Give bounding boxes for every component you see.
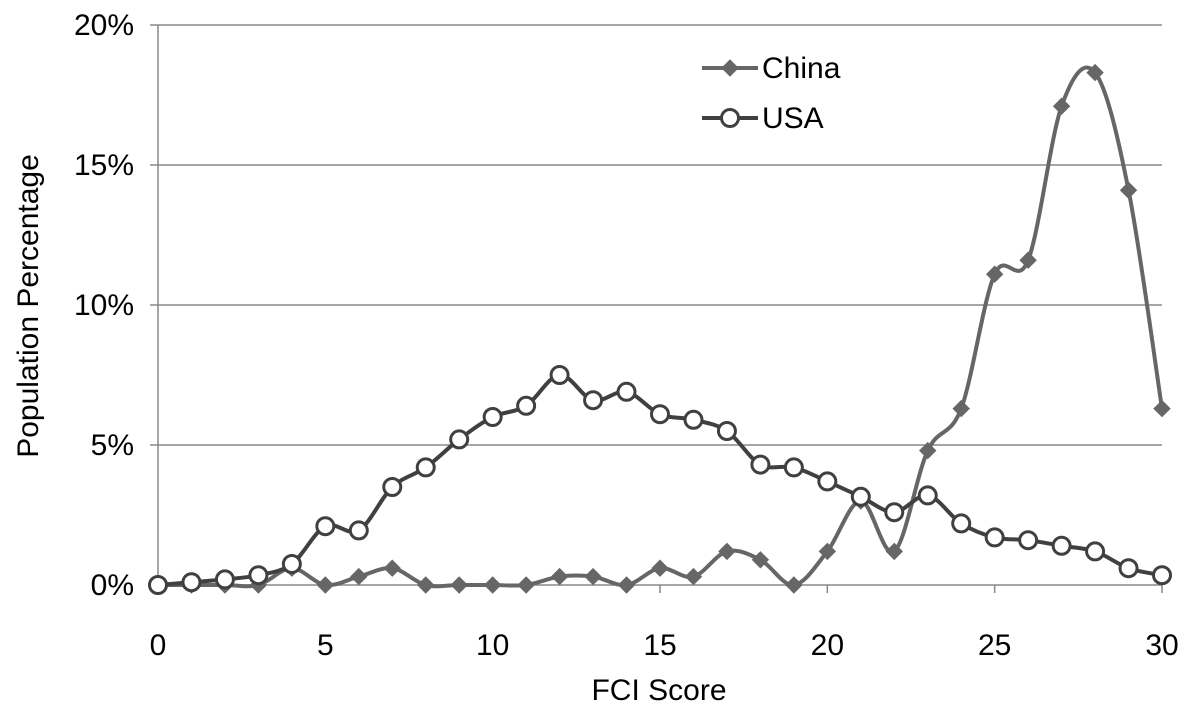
gridlines [158, 24, 1162, 446]
x-tick-label: 30 [1145, 629, 1178, 662]
data-point-usa [583, 390, 604, 411]
series-usa [148, 365, 1172, 595]
data-point-usa [281, 554, 302, 574]
data-point-usa [716, 421, 737, 441]
data-point-china [751, 551, 770, 569]
x-axis-title: FCI Score [591, 674, 726, 707]
data-point-china [383, 559, 401, 577]
data-point-usa [984, 527, 1005, 548]
legend-marker-usa [720, 108, 740, 128]
data-point-china [417, 576, 435, 594]
data-point-usa [783, 457, 804, 478]
data-point-china [684, 567, 703, 586]
data-point-china [952, 399, 970, 418]
data-point-china [316, 576, 335, 594]
data-point-usa [382, 477, 403, 497]
y-axis-title: Population Percentage [12, 154, 45, 458]
data-point-usa [951, 513, 972, 534]
data-point-usa [415, 457, 436, 478]
legend-label-usa: USA [762, 102, 824, 135]
data-point-china [550, 567, 569, 586]
data-point-china [617, 576, 636, 594]
data-point-usa [1085, 541, 1106, 562]
data-point-china [1153, 399, 1171, 418]
data-point-china [450, 576, 468, 594]
data-point-usa [214, 569, 235, 590]
y-tick-label: 20% [74, 9, 134, 42]
data-point-usa [1018, 530, 1039, 551]
data-point-china [1019, 251, 1037, 269]
data-point-usa [549, 365, 570, 385]
data-point-china [1086, 63, 1104, 82]
data-point-china [985, 265, 1004, 283]
data-point-usa [750, 454, 771, 475]
data-point-usa [516, 395, 537, 416]
data-point-usa [482, 407, 503, 427]
legend-entry-usa: USA [702, 102, 824, 135]
data-point-china [818, 542, 837, 561]
series-line-china [158, 65, 1164, 589]
data-point-usa [683, 409, 704, 430]
data-point-china [1119, 181, 1138, 199]
data-point-china [785, 576, 803, 594]
x-tick-label: 0 [150, 629, 167, 662]
tick-labels: 0% 5% 10% 15% 20% 0 5 10 15 20 25 30 [74, 9, 1179, 662]
data-point-china [350, 567, 368, 586]
x-tick-label: 5 [317, 629, 334, 662]
data-point-china [483, 576, 502, 594]
legend-label-china: China [762, 52, 841, 85]
data-point-china [517, 576, 535, 594]
series-layer [148, 63, 1172, 595]
data-point-usa [1118, 558, 1139, 579]
data-point-usa [1051, 535, 1072, 556]
y-tick-label: 5% [91, 429, 134, 462]
data-point-usa [1152, 565, 1172, 586]
data-point-china [1052, 97, 1071, 115]
legend-marker-china [721, 59, 739, 77]
data-point-usa [884, 502, 905, 523]
data-point-usa [850, 486, 871, 507]
x-tick-label: 20 [811, 629, 844, 662]
x-tick-label: 15 [643, 629, 676, 662]
data-point-china [651, 559, 669, 577]
data-point-usa [148, 575, 168, 595]
data-point-china [919, 441, 937, 460]
legend: China USA [702, 52, 841, 135]
data-point-usa [315, 516, 336, 537]
x-tick-label: 10 [476, 629, 509, 662]
data-point-usa [348, 520, 369, 541]
data-point-usa [817, 471, 838, 492]
data-point-usa [248, 565, 269, 586]
data-point-usa [449, 429, 470, 450]
y-tick-label: 0% [91, 569, 134, 602]
data-point-usa [181, 572, 202, 593]
data-point-china [885, 542, 903, 561]
data-point-china [584, 567, 602, 586]
y-tick-label: 15% [74, 149, 134, 182]
y-tick-label: 10% [74, 289, 134, 322]
legend-entry-china: China [702, 52, 841, 85]
axes [150, 24, 1163, 593]
x-tick-label: 25 [978, 629, 1011, 662]
data-point-usa [650, 404, 670, 425]
data-point-china [718, 542, 736, 561]
data-point-usa [917, 485, 938, 506]
series-china [149, 63, 1171, 594]
data-point-usa [616, 381, 637, 402]
